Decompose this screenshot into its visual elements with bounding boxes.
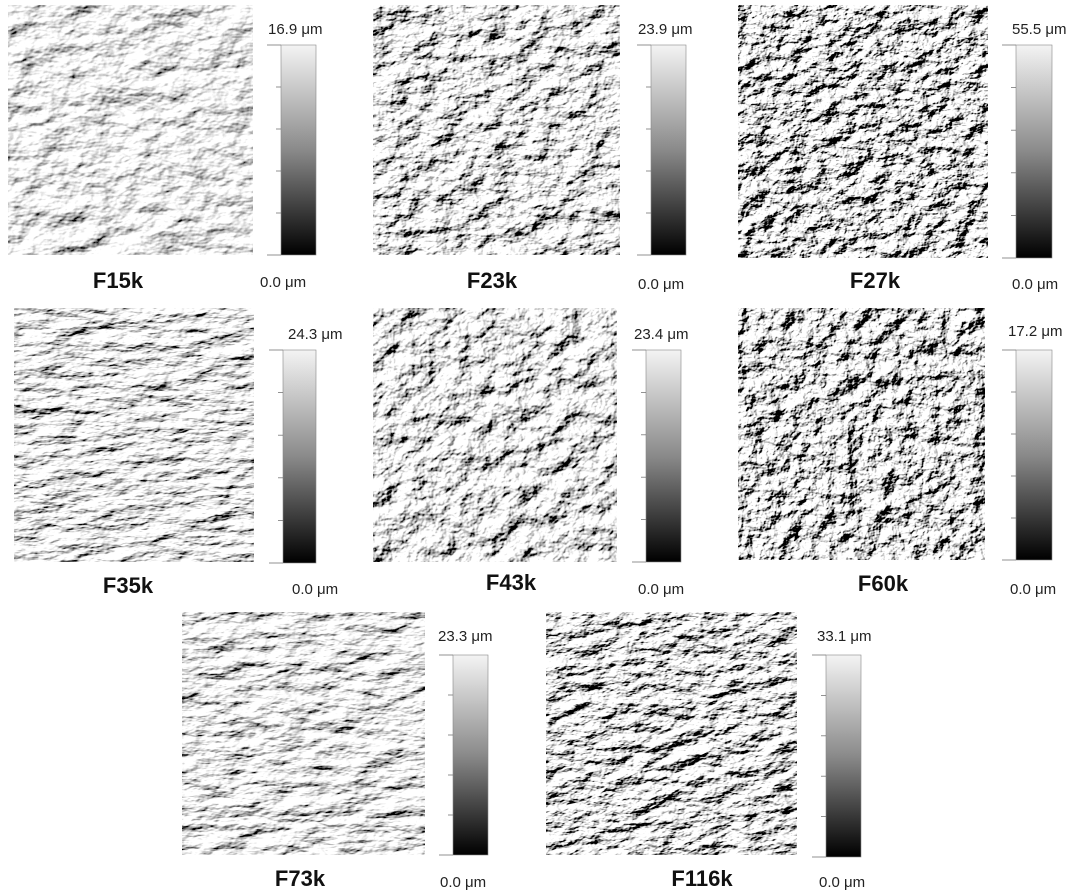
afm-image <box>546 612 797 855</box>
scale-max: 23.4 μm <box>634 326 689 343</box>
afm-image <box>738 5 988 258</box>
scale-min: 0.0 μm <box>440 874 486 891</box>
afm-image <box>738 308 985 560</box>
sample-label: F116k <box>671 866 733 891</box>
scale-max: 16.9 μm <box>268 21 323 38</box>
scale-min: 0.0 μm <box>292 581 338 598</box>
color-scale <box>826 655 861 857</box>
sample-label: F23k <box>467 268 518 293</box>
scale-min: 0.0 μm <box>1010 581 1056 598</box>
afm-image <box>373 5 620 255</box>
sample-label: F60k <box>858 571 909 596</box>
afm-image <box>373 308 617 562</box>
scale-min: 0.0 μm <box>819 874 865 891</box>
scale-min: 0.0 μm <box>1012 276 1058 293</box>
color-scale <box>651 45 686 255</box>
scale-max: 23.3 μm <box>438 628 493 645</box>
scale-max: 33.1 μm <box>817 628 872 645</box>
color-scale <box>281 45 316 255</box>
sample-label: F27k <box>850 268 901 293</box>
afm-image <box>14 308 254 562</box>
color-scale <box>283 350 316 563</box>
scale-max: 24.3 μm <box>288 326 343 343</box>
sample-label: F43k <box>486 570 537 595</box>
color-scale <box>646 350 681 562</box>
sample-label: F73k <box>275 866 326 891</box>
scale-max: 17.2 μm <box>1008 323 1063 340</box>
scale-min: 0.0 μm <box>260 274 306 291</box>
figure: 16.9 μm 0.0 μm F15k 23.9 μm 0.0 μm F23k 55.5 μ… <box>0 0 1084 896</box>
sample-label: F35k <box>103 573 154 598</box>
color-scale <box>453 655 488 855</box>
scale-max: 55.5 μm <box>1012 21 1067 38</box>
afm-image <box>8 5 253 255</box>
scale-min: 0.0 μm <box>638 581 684 598</box>
color-scale <box>1016 45 1052 258</box>
afm-image <box>182 612 425 855</box>
color-scale <box>1016 350 1052 560</box>
sample-label: F15k <box>93 268 144 293</box>
scale-max: 23.9 μm <box>638 21 693 38</box>
scale-min: 0.0 μm <box>638 276 684 293</box>
